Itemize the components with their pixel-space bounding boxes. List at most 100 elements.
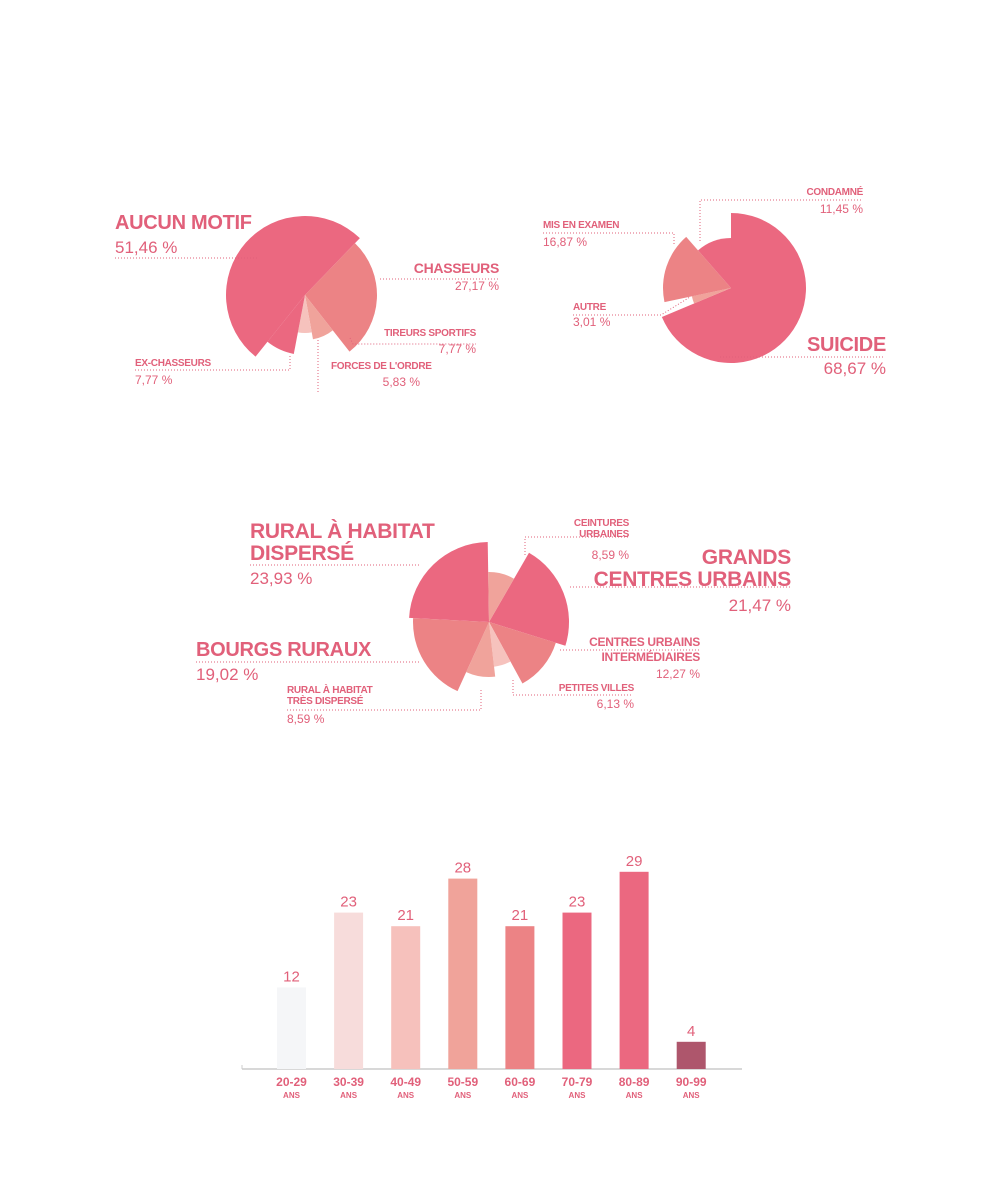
x-tick-label: 40-49 [390,1075,421,1089]
label-line: RURAL À HABITAT [250,520,435,543]
bar-value-label: 21 [397,907,414,924]
bar-value-label: 23 [340,894,357,911]
bar [562,912,592,1069]
x-tick-unit: ANS [283,1091,301,1100]
x-tick-label: 50-59 [447,1075,478,1089]
pie3-value-centres-intermediaires: 12,27 % [655,667,700,681]
pie3-label-ceintures: CEINTURES URBAINES [574,518,629,540]
label-line: CENTRES URBAINS [593,568,792,591]
pie1-value-aucun-motif: 51,46 % [115,238,178,257]
pie3-slice [488,572,514,622]
bar [391,926,421,1069]
pie3-value-rural-tres-disperse: 8,59 % [287,712,325,726]
pie2-label-suicide: SUICIDE [806,334,886,356]
pie3-value-petites-villes: 6,13 % [596,697,634,711]
label-line: CENTRES URBAINS [589,635,700,649]
x-tick-unit: ANS [683,1091,701,1100]
pie1-label-forces: FORCES DE L'ORDRE [331,361,432,372]
label-line: DISPERSÉ [250,542,354,565]
x-tick-label: 30-39 [333,1075,364,1089]
pie1-slice [267,295,305,354]
x-tick-label: 80-89 [619,1075,650,1089]
bar-value-label: 28 [454,860,471,877]
pie1-label-tireurs: TIREURS SPORTIFS [384,328,476,339]
x-tick-label: 20-29 [276,1075,307,1089]
x-tick-unit: ANS [626,1091,644,1100]
pie2-value-autre: 3,01 % [573,315,611,329]
pie3-label-centres-intermediaires: CENTRES URBAINS INTERMÉDIAIRES [589,635,700,665]
pie3-slice [489,552,569,646]
pie2-slice [698,238,731,288]
pie2-slice [661,213,806,363]
bar-value-label: 23 [569,894,586,911]
bar-value-label: 4 [687,1023,695,1040]
leader-line [543,232,675,245]
bar-value-label: 21 [512,907,529,924]
x-tick-label: 90-99 [676,1075,707,1089]
pie1-label-ex-chasseurs: EX-CHASSEURS [135,358,211,369]
pie1-slice [225,216,360,357]
pie3-slice [413,618,489,692]
pie3-label-grands-centres: GRANDS CENTRES URBAINS [593,546,792,591]
x-tick-unit: ANS [397,1091,415,1100]
leader-line [349,337,476,345]
pie1-label-chasseurs: CHASSEURS [413,260,500,276]
label-line: PETITES VILLES [558,683,635,694]
pie3-label-bourgs-ruraux: BOURGS RURAUX [196,640,371,660]
leader-line [524,536,628,555]
label-line: RURAL À HABITAT [287,685,373,696]
pie2-label-condamne: CONDAMNÉ [806,187,864,198]
label-line: INTERMÉDIAIRES [601,650,701,664]
bar [448,878,478,1069]
bar [277,987,306,1069]
label-line: GRANDS [701,546,792,569]
x-tick-unit: ANS [569,1091,587,1100]
pie2-value-condamne: 11,45 % [819,202,863,216]
pie3-label-rural-disperse: RURAL À HABITAT DISPERSÉ [250,520,435,565]
pie1-slice [297,295,312,333]
leader-line [512,680,633,696]
pie3-slice [466,622,496,677]
bar-value-label: 12 [283,968,300,985]
pie2-value-mis-en-examen: 16,87 % [543,235,588,249]
pie3-value-ceintures: 8,59 % [591,548,629,562]
pie2-label-autre: AUTRE [573,302,606,313]
leader-line [287,690,482,711]
pie3-value-rural-disperse: 23,93 % [250,569,313,588]
bar [334,912,364,1069]
pie2-slice [691,288,731,304]
bar [619,871,649,1069]
pie1-value-tireurs: 7,77 % [438,342,476,356]
pie3-label-petites-villes: PETITES VILLES [558,683,635,694]
leader-line [573,296,691,316]
pie3-slice [489,622,511,667]
bar-value-label: 29 [626,853,643,870]
pie1-value-forces: 5,83 % [382,375,420,389]
pie3-label-rural-tres-disperse: RURAL À HABITAT TRÈS DISPERSÉ [287,685,373,707]
pie3-value-grands-centres: 21,47 % [728,596,791,615]
pie3-slice [489,622,556,684]
bar [676,1041,706,1069]
leader-line [135,355,291,371]
pie2-label-mis-en-examen: MIS EN EXAMEN [543,220,620,231]
pie1-slice [305,295,333,340]
label-line: CEINTURES [573,518,629,529]
label-line: BOURGS RURAUX [196,639,371,661]
pie2-slice [663,236,731,303]
x-tick-unit: ANS [454,1091,472,1100]
x-tick-label: 70-79 [562,1075,593,1089]
x-tick-label: 60-69 [505,1075,536,1089]
label-line: URBAINES [579,529,629,540]
bar [505,926,535,1069]
pie1-label-aucun-motif: AUCUN MOTIF [115,212,252,234]
pie2-value-suicide: 68,67 % [823,359,886,378]
pie1-value-ex-chasseurs: 7,77 % [135,373,173,387]
pie3-value-bourgs-ruraux: 19,02 % [196,665,259,684]
pie1-value-chasseurs: 27,17 % [454,279,499,293]
label-line: TRÈS DISPERSÉ [287,696,364,707]
x-tick-unit: ANS [511,1091,529,1100]
pie3-slice [409,542,489,622]
pie1-slice [305,243,377,352]
